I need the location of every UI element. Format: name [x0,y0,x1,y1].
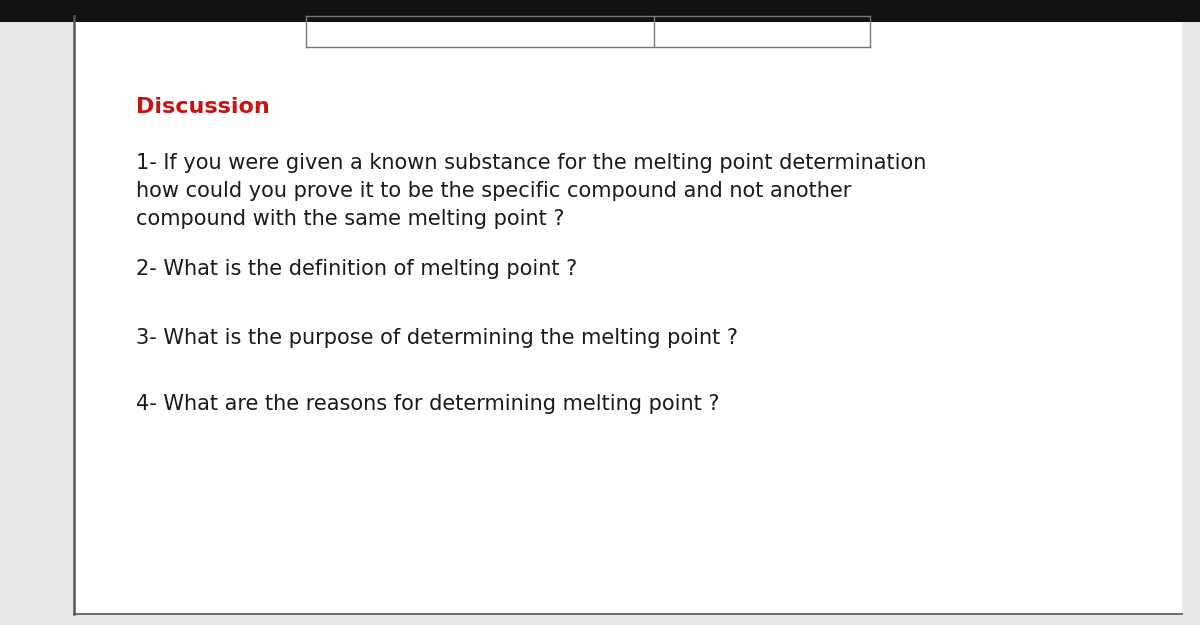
Text: 2- What is the definition of melting point ?: 2- What is the definition of melting poi… [136,259,577,279]
Text: 1- If you were given a known substance for the melting point determination
how c: 1- If you were given a known substance f… [136,153,926,229]
Text: 3- What is the purpose of determining the melting point ?: 3- What is the purpose of determining th… [136,328,738,348]
Text: 4- What are the reasons for determining melting point ?: 4- What are the reasons for determining … [136,394,719,414]
Bar [0,0,1200,22]
Text: Discussion: Discussion [136,97,269,117]
